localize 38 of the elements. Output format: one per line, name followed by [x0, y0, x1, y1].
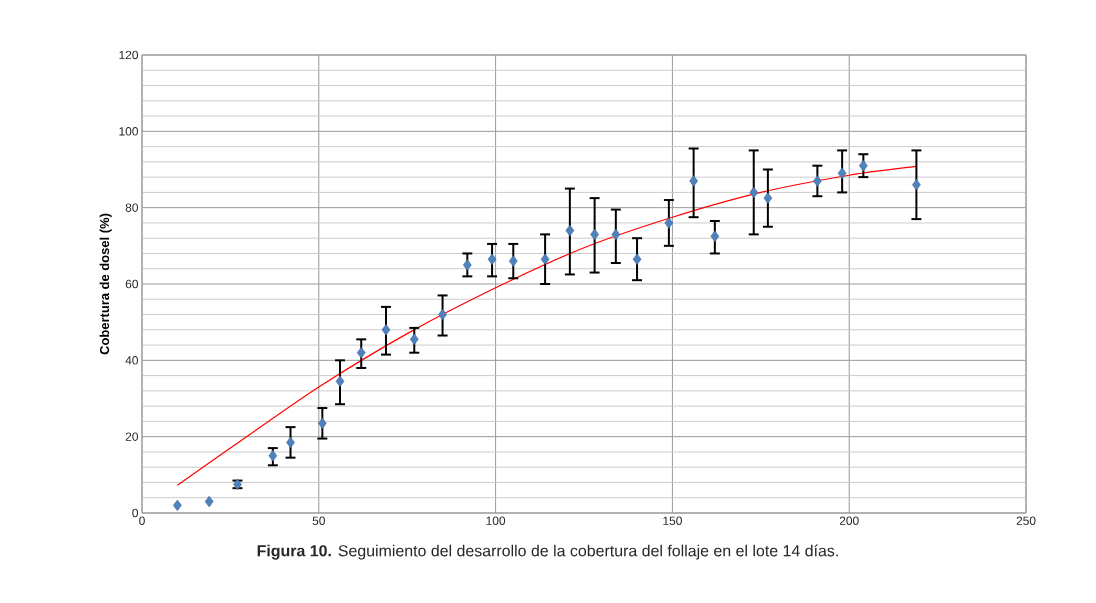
- point: [409, 333, 419, 346]
- point: [912, 179, 921, 191]
- point: [859, 160, 868, 172]
- y-tick-label: 120: [119, 50, 139, 60]
- point: [463, 259, 472, 271]
- x-tick-label: 100: [486, 516, 506, 525]
- point: [689, 175, 698, 187]
- y-tick-label: 20: [125, 432, 139, 441]
- point: [356, 347, 366, 359]
- point: [204, 495, 214, 508]
- line-series: [176, 165, 917, 486]
- y-tick-label: 100: [119, 127, 139, 136]
- x-tick-label: 50: [312, 516, 325, 525]
- y-axis-title: Cobertura de dosel (%): [99, 213, 112, 355]
- point: [837, 167, 847, 179]
- point: [508, 255, 518, 267]
- point: [540, 253, 550, 265]
- point: [318, 417, 327, 429]
- point: [763, 192, 773, 204]
- y-tick-label: 40: [125, 356, 139, 365]
- x-tick-label: 250: [1016, 516, 1036, 525]
- point: [632, 253, 642, 265]
- text: Figura 10. Seguimiento del desarrollo de la cobertura del follaje en el lote 14 días.: [257, 544, 838, 560]
- point: [611, 228, 621, 241]
- x-tick-label: 0: [139, 516, 145, 525]
- point: [381, 324, 391, 336]
- x-tick-label: 150: [663, 516, 682, 525]
- point: [710, 230, 720, 242]
- x-tick-label: 200: [839, 516, 859, 525]
- y-tick-label: 0: [132, 508, 139, 518]
- point: [565, 224, 575, 237]
- y-tick-label: 80: [125, 203, 139, 212]
- point: [487, 253, 497, 265]
- point: [335, 375, 345, 387]
- point: [813, 175, 822, 187]
- y-tick-label: 60: [125, 279, 139, 289]
- point: [749, 186, 759, 199]
- point: [664, 217, 674, 229]
